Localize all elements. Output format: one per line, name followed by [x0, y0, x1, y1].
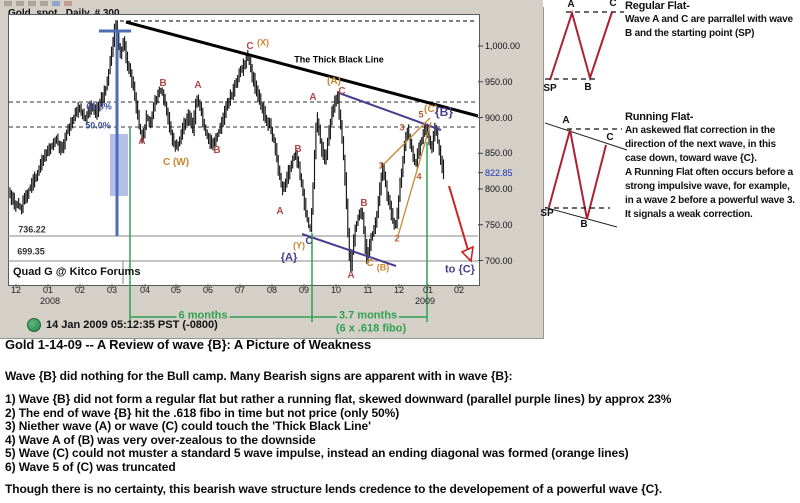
commentary-point: 2) The end of wave {B} hit the .618 fibo… — [5, 405, 400, 420]
toolbar-icon-fragment — [28, 1, 36, 6]
chart-plot-background[interactable] — [8, 14, 480, 286]
commentary-conclusion: Though there is no certainty, this beari… — [5, 482, 663, 496]
running-flat-description-line: It signals a weak correction. — [625, 209, 753, 220]
regular-flat-description-line: Wave A and C are parrallel with wave — [625, 14, 793, 25]
status-timestamp: 14 Jan 2009 05:12:35 PST (-0800) — [46, 319, 218, 331]
commentary-point: 3) Niether wave (A) or wave (C) could to… — [5, 419, 371, 433]
toolbar-icon-fragment — [64, 1, 72, 6]
running-flat-description-line: strong impulsive wave, for example, — [625, 181, 790, 192]
commentary-point: 1) Wave {B} did not form a regular flat … — [5, 392, 672, 406]
running-flat-description-line: case down, toward wave {C}. — [625, 153, 757, 164]
toolbar-icon-fragment — [4, 1, 12, 6]
commentary-title: Gold 1-14-09 -- A Review of wave {B}: A … — [5, 337, 372, 352]
running-flat-description-line: in a wave 2 before a powerful wave 3. — [625, 195, 795, 206]
commentary-point: 4) Wave A of (B) was very over-zealous t… — [5, 432, 316, 447]
running-flat-description-line: A Running Flat often occurs before a — [625, 167, 793, 178]
running-flat-description-line: An askewed flat correction in the — [625, 125, 776, 136]
running-flat-description-line: direction of the next wave, in this — [625, 139, 776, 150]
flat-pattern-diagrams — [545, 9, 628, 228]
chart-plot[interactable] — [0, 7, 543, 338]
toolbar-icon-fragment — [52, 1, 60, 6]
commentary-intro: Wave {B} did nothing for the Bull camp. … — [5, 369, 513, 383]
commentary-point: 5) Wave (C) could not muster a standard … — [5, 446, 629, 460]
connection-status-icon — [27, 318, 41, 332]
regular-flat-title: Regular Flat- — [625, 0, 690, 12]
regular-flat-description-line: B and the starting point (SP) — [625, 28, 755, 39]
chart-watermark: Quad G @ Kitco Forums — [13, 266, 141, 278]
toolbar-icon-fragment — [16, 1, 24, 6]
commentary-point: 6) Wave 5 of (C) was truncated — [5, 459, 176, 474]
toolbar-icon-fragment — [40, 1, 48, 6]
chart-title: Gold, spot , Daily, # 300 — [8, 8, 120, 19]
projection-arrow — [448, 185, 469, 251]
running-flat-title: Running Flat- — [625, 111, 694, 123]
